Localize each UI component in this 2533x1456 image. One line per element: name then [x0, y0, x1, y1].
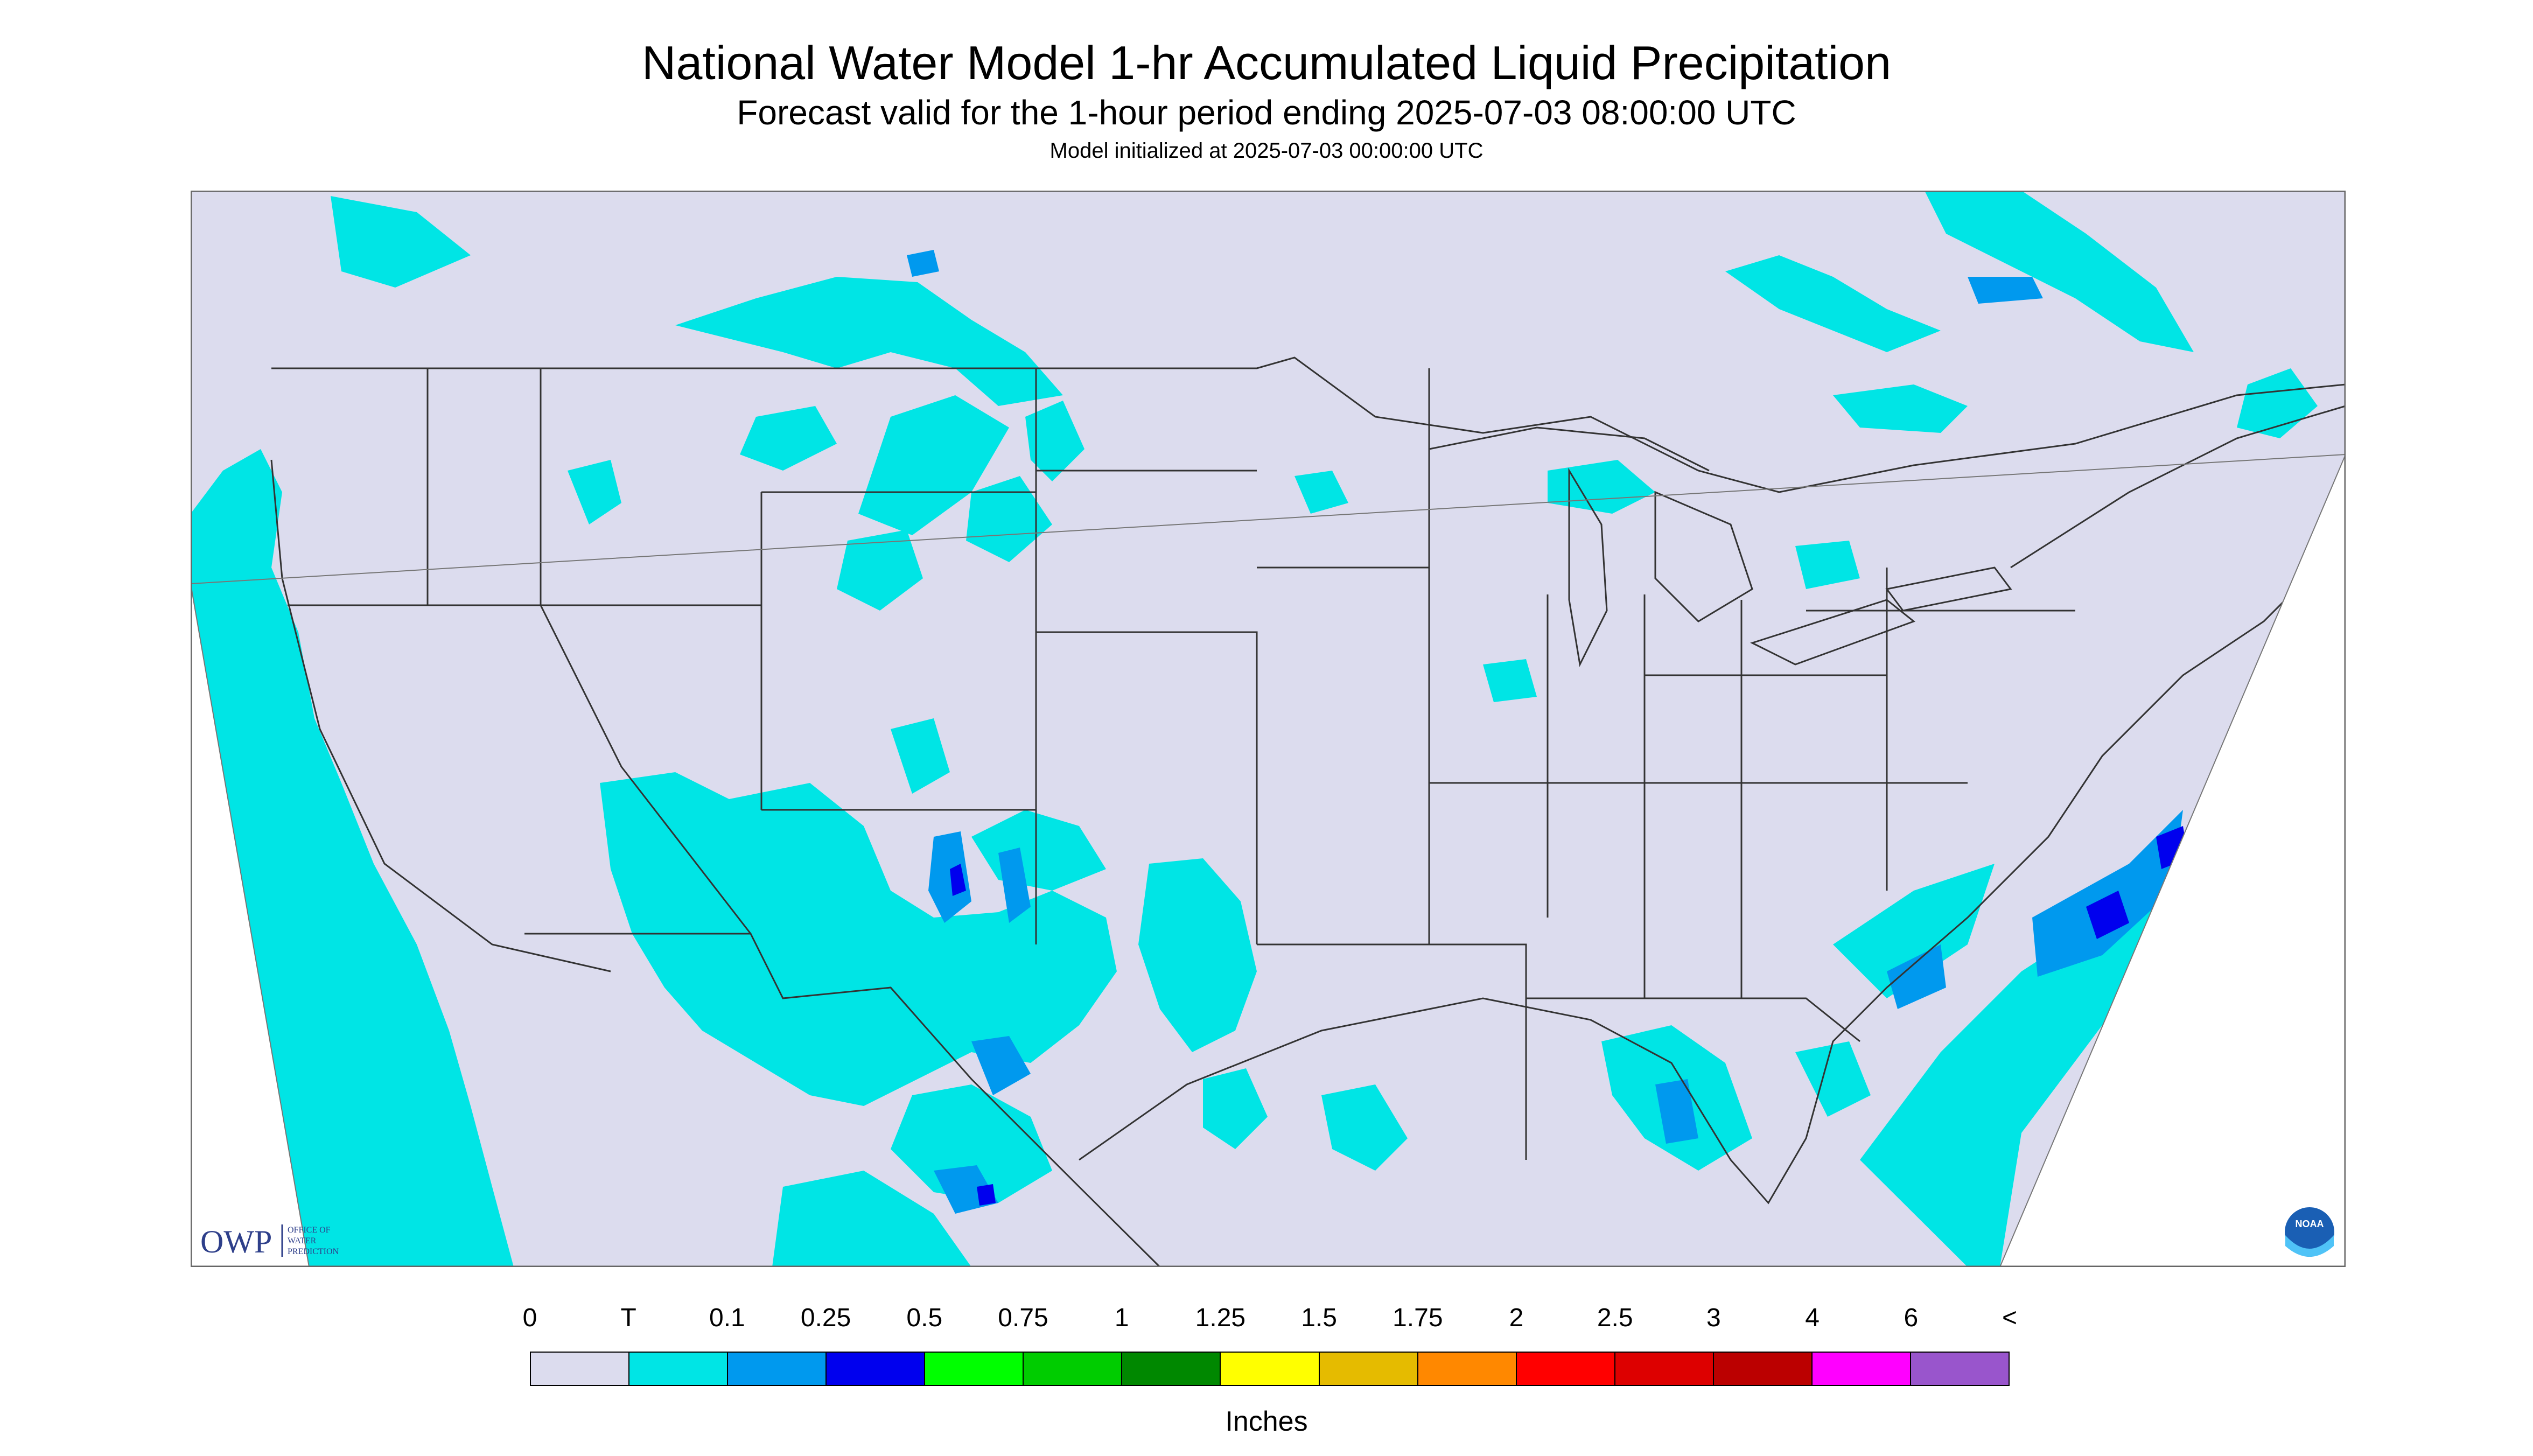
- legend-swatch: [1812, 1353, 1911, 1385]
- legend-swatch: [1615, 1353, 1714, 1385]
- legend-swatch: [1911, 1353, 2009, 1385]
- legend-tick-label: 0.1: [709, 1304, 745, 1332]
- map-frame: [191, 191, 2346, 1267]
- noaa-logo-text: NOAA: [2296, 1219, 2324, 1229]
- owp-logo-line2: WATER: [288, 1236, 317, 1245]
- legend-swatch: [531, 1353, 630, 1385]
- legend-tick-label: 6: [1904, 1304, 1919, 1332]
- legend-swatch: [1122, 1353, 1221, 1385]
- political-boundaries: [270, 356, 2346, 1267]
- legend-swatch: [1221, 1353, 1320, 1385]
- precipitation-map: OWP OFFICE OF WATER PREDICTION NOAA: [191, 191, 2346, 1267]
- owp-logo-abbrev: OWP: [200, 1224, 272, 1259]
- legend-tick-label: <: [2002, 1304, 2018, 1332]
- legend-tick-label: 4: [1805, 1304, 1820, 1332]
- owp-logo: OWP OFFICE OF WATER PREDICTION: [200, 1224, 339, 1259]
- precip-light-areas: [907, 250, 2183, 1214]
- legend-tick-label: 1.75: [1393, 1304, 1443, 1332]
- legend-swatch: [1024, 1353, 1123, 1385]
- owp-logo-line1: OFFICE OF: [288, 1226, 331, 1235]
- legend-tick-label: 3: [1706, 1304, 1721, 1332]
- legend-tick-label: 0.75: [998, 1304, 1048, 1332]
- legend-swatch: [827, 1353, 926, 1385]
- legend-tick-label: 2: [1509, 1304, 1524, 1332]
- legend-tick-label: 0: [522, 1304, 537, 1332]
- legend-tick-label: 0.25: [800, 1304, 851, 1332]
- legend-swatch: [629, 1353, 729, 1385]
- legend-tick-label: 1.5: [1301, 1304, 1337, 1332]
- owp-logo-line3: PREDICTION: [288, 1247, 339, 1256]
- legend-colorbar: [530, 1352, 2010, 1386]
- legend-units: Inches: [1225, 1406, 1308, 1437]
- legend-swatch: [1319, 1353, 1418, 1385]
- legend-tick-label: 2.5: [1597, 1304, 1633, 1332]
- legend-swatch: [728, 1353, 827, 1385]
- legend-swatch: [925, 1353, 1024, 1385]
- map-title: National Water Model 1-hr Accumulated Li…: [641, 36, 1892, 89]
- legend-swatch: [1418, 1353, 1517, 1385]
- legend-tick-label: T: [620, 1304, 636, 1332]
- legend-tick-label: 1.25: [1195, 1304, 1246, 1332]
- model-domain-outline: [191, 453, 2346, 1267]
- noaa-logo-icon: NOAA: [2283, 1205, 2336, 1259]
- model-init-time: Model initialized at 2025-07-03 00:00:00…: [1049, 139, 1484, 163]
- legend-swatch: [1516, 1353, 1615, 1385]
- map-subtitle: Forecast valid for the 1-hour period end…: [737, 93, 1796, 132]
- legend-swatch: [1713, 1353, 1813, 1385]
- legend-tick-label: 1: [1114, 1304, 1129, 1332]
- legend-tick-label: 0.5: [906, 1304, 943, 1332]
